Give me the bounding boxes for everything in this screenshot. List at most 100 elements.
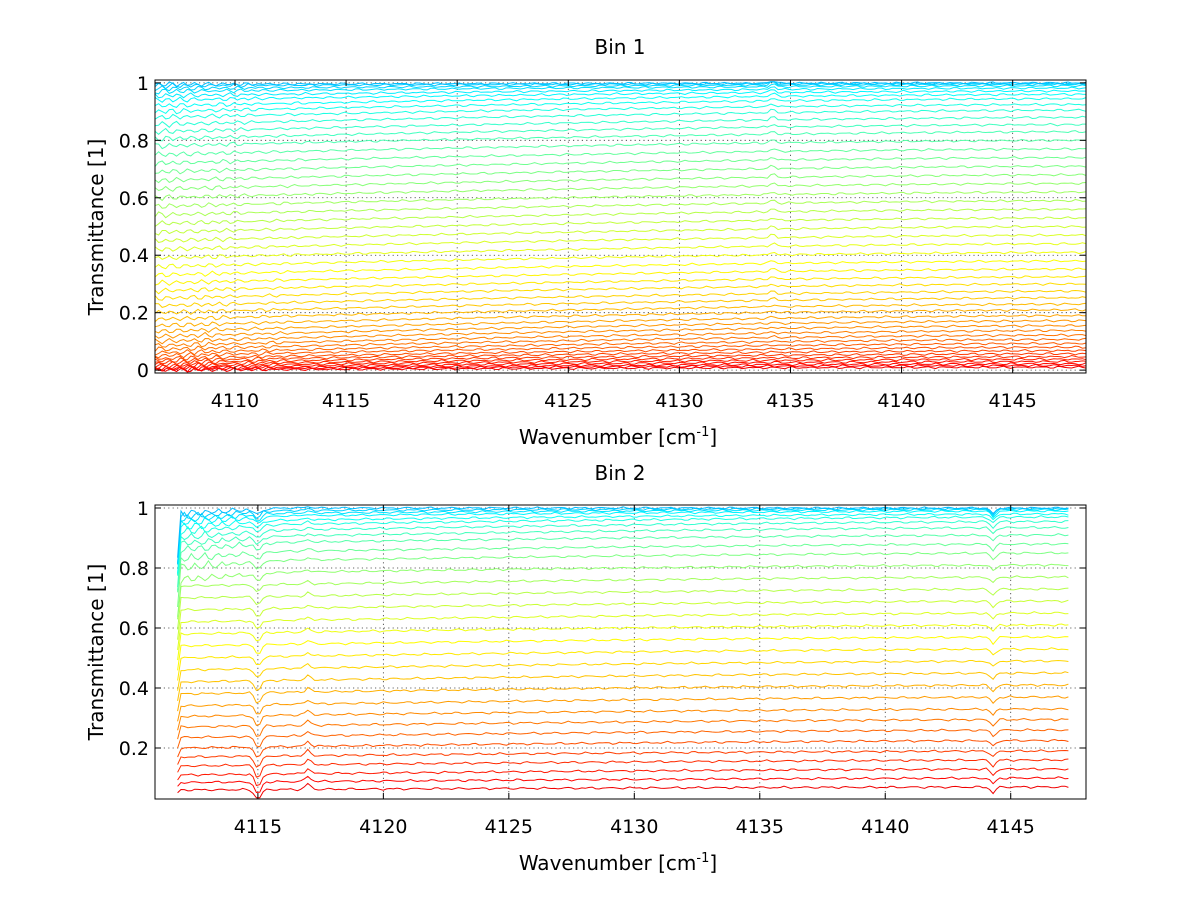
data-series-line [154,282,1087,301]
x-tick-label: 4120 [433,390,481,412]
chart-title: Bin 2 [594,461,645,485]
data-series-line [154,275,1087,295]
x-axis-label-superscript: -1 [696,851,709,866]
y-tick-label: 0.8 [119,558,149,580]
data-series-line [177,728,1069,749]
data-series-line [154,181,1087,202]
x-tick-label: 4130 [610,816,658,838]
data-series-line [177,738,1069,758]
data-series-line [154,289,1087,308]
data-series-line [177,647,1069,681]
y-axis-ticks: 0.2 0.4 0.6 0.8 1 [119,498,1086,760]
x-axis-label: Wavenumber [cm-1] [519,851,717,875]
data-series-line [177,507,1069,564]
x-axis-ticks: 4115 4120 4125 4130 4135 4140 4145 [234,505,1035,838]
data-series-line [154,250,1087,270]
data-series-line [177,563,1069,617]
data-series-line [154,337,1087,356]
data-series-line [177,542,1069,593]
data-series-line [154,198,1087,219]
data-series-line [154,233,1087,252]
x-tick-label: 4110 [211,390,259,412]
y-tick-label: 0.2 [119,738,149,760]
y-tick-label: 0.6 [119,618,149,640]
data-series-line [154,130,1087,150]
data-series-line [154,147,1087,167]
y-tick-label: 1 [137,73,149,95]
data-series-group [177,506,1069,799]
data-series-line [177,515,1069,575]
data-series-group [154,81,1087,373]
y-axis-label: Transmittance [1] [84,139,108,317]
data-series-line [177,758,1069,778]
y-tick-label: 0.6 [119,188,149,210]
x-tick-label: 4120 [359,816,407,838]
data-series-line [154,354,1087,368]
data-series-line [154,333,1087,352]
x-tick-label: 4140 [861,816,909,838]
data-series-line [154,362,1087,372]
data-series-line [154,352,1087,365]
data-series-line [177,525,1069,588]
data-series-line [177,695,1069,722]
data-series-line [154,92,1087,108]
x-tick-label: 4115 [322,390,370,412]
data-series-line [177,635,1069,671]
x-tick-label: 4135 [736,816,784,838]
data-series-line [154,190,1087,209]
x-tick-label: 4125 [544,390,592,412]
data-series-line [154,115,1087,135]
data-series-line [154,319,1087,339]
data-series-line [154,122,1086,142]
data-series-line [177,611,1069,650]
data-series-line [154,207,1087,227]
data-series-line [177,748,1069,768]
data-series-line [177,520,1069,576]
x-axis-label-main: Wavenumber [cm [519,851,697,875]
data-series-line [177,671,1069,701]
data-series-line [154,302,1087,323]
data-series-line [154,345,1087,361]
data-series-line [154,97,1087,115]
data-series-line [154,216,1087,236]
data-series-line [177,683,1069,712]
data-series-line [154,225,1087,244]
data-series-line [177,512,1069,574]
plot-frame [154,79,1087,374]
data-series-line [154,173,1087,192]
x-tick-label: 4130 [655,390,703,412]
data-series-line [154,308,1087,328]
x-tick-label: 4145 [987,816,1035,838]
data-series-line [154,324,1087,345]
data-series-line [154,89,1087,103]
data-series-line [177,717,1069,740]
data-series-line [154,296,1087,315]
x-axis-label-end: ] [709,851,717,875]
data-series-line [154,164,1087,184]
data-series-line [177,707,1069,731]
data-series-line [154,341,1087,359]
data-series-line [154,242,1087,261]
data-series-line [154,138,1086,157]
data-series-line [154,359,1087,370]
y-tick-label: 1 [137,498,149,520]
data-series-line [154,348,1087,363]
data-series-line [154,259,1087,278]
data-series-line [177,506,1069,558]
data-series-line [177,533,1069,591]
x-tick-label: 4140 [877,390,925,412]
data-series-line [177,767,1069,787]
x-axis-label-superscript: -1 [696,425,709,440]
chart-panel-bin-1: Bin 1 4110 4115 4120 4125 4130 4135 4140 4145 0… [84,35,1087,449]
x-axis-ticks: 4110 4115 4120 4125 4130 4135 4140 4145 [211,80,1037,412]
data-series-line [154,81,1087,88]
data-series-line [177,587,1069,630]
y-tick-label: 0.2 [119,303,149,325]
data-series-line [154,329,1087,348]
data-series-line [154,314,1087,334]
data-series-line [154,83,1087,95]
x-tick-label: 4135 [766,390,814,412]
x-axis-label: Wavenumber [cm-1] [519,425,717,449]
y-tick-label: 0 [137,360,149,382]
